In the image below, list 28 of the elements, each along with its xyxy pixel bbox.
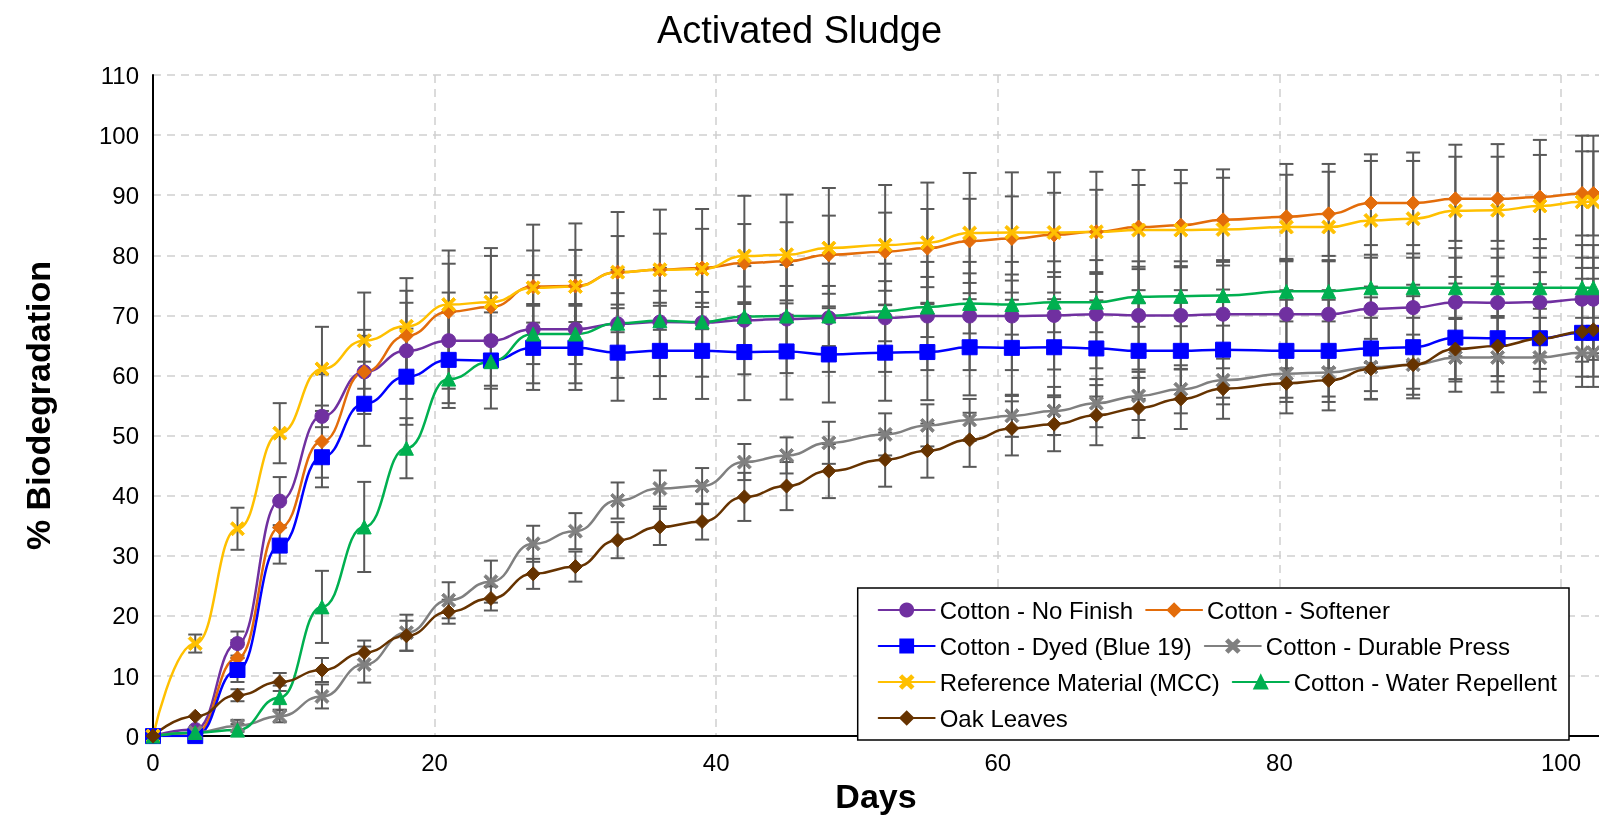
y-tick-label: 0 <box>125 722 139 750</box>
y-tick-label: 20 <box>112 602 139 630</box>
y-tick-label: 60 <box>112 362 139 389</box>
legend-label: Cotton - Dyed (Blue 19) <box>939 632 1192 660</box>
chart-title: Activated Sludge <box>656 9 943 51</box>
x-tick-label: 60 <box>984 748 1012 776</box>
x-tick-label: 20 <box>421 748 448 776</box>
y-tick-label: 100 <box>98 121 139 149</box>
y-tick-label: 40 <box>112 482 139 510</box>
legend-label: Cotton - Softener <box>1207 596 1390 624</box>
x-axis-title: Days <box>835 777 917 815</box>
y-axis-title: % Biodegradation <box>19 261 57 551</box>
y-tick-label: 110 <box>100 61 139 89</box>
y-tick-label: 10 <box>112 662 139 690</box>
y-tick-label: 80 <box>112 241 139 269</box>
x-tick-label: 40 <box>702 748 730 776</box>
legend-label: Oak Leaves <box>939 704 1068 732</box>
y-tick-label: 30 <box>112 542 139 570</box>
y-tick-label: 90 <box>112 181 139 209</box>
x-tick-label: 100 <box>1540 748 1582 776</box>
y-tick-label: 50 <box>112 422 139 450</box>
x-tick-label: 0 <box>146 748 160 776</box>
y-tick-label: 70 <box>112 301 139 329</box>
legend-label: Cotton - Durable Press <box>1265 632 1510 660</box>
x-tick-label: 80 <box>1266 748 1293 776</box>
legend-label: Reference Material (MCC) <box>939 668 1220 696</box>
legend-label: Cotton - Water Repellent <box>1293 668 1558 696</box>
legend-label: Cotton - No Finish <box>939 596 1134 624</box>
